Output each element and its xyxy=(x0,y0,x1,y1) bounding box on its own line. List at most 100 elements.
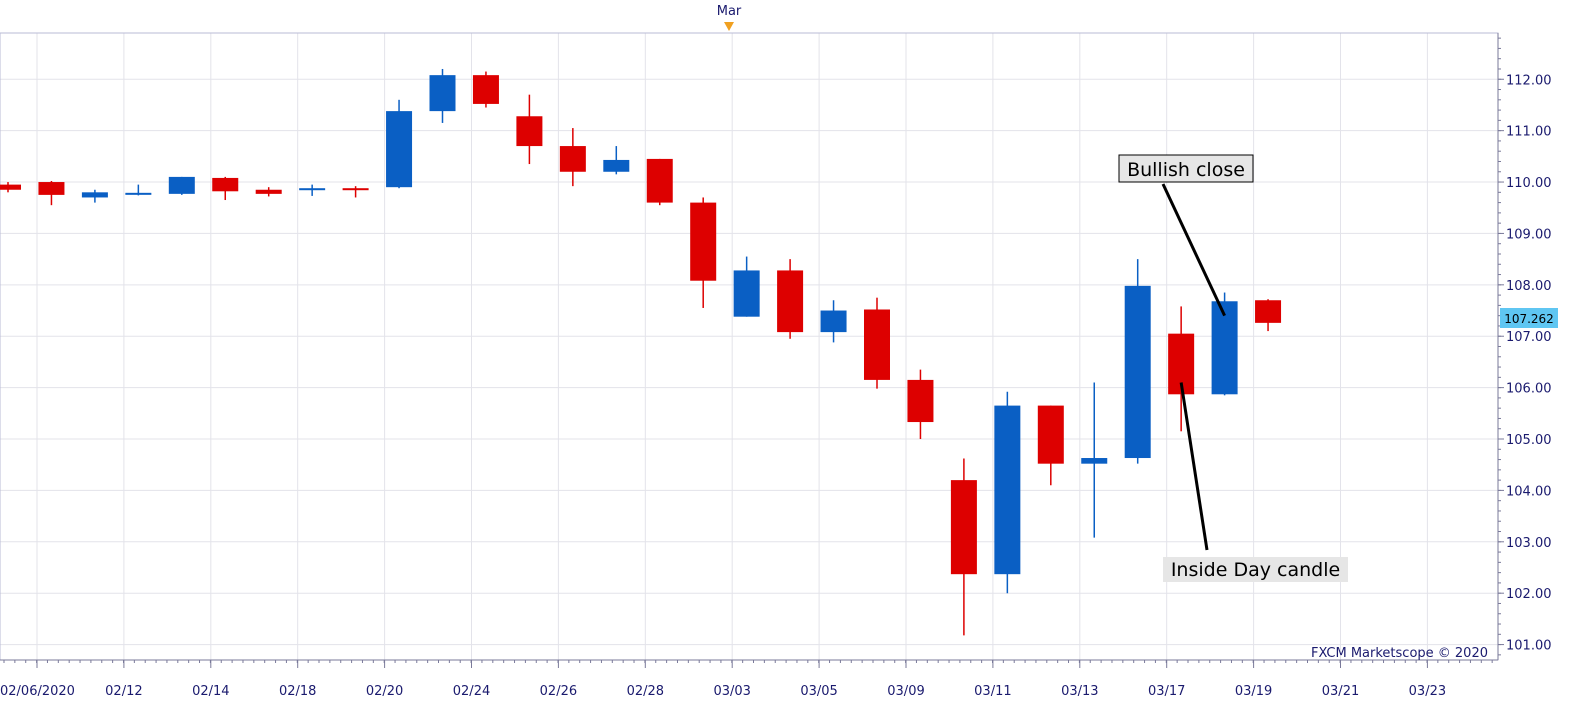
candle-02-13 xyxy=(212,176,239,201)
x-tick-label: 02/24 xyxy=(453,684,490,699)
candle-body xyxy=(1124,285,1151,459)
x-tick-label: 02/20 xyxy=(366,684,403,699)
candle-body xyxy=(125,192,152,195)
candle-03-10 xyxy=(994,391,1021,594)
candle-02-19 xyxy=(386,99,413,189)
candle-03-17 xyxy=(1211,292,1238,396)
x-tick-label: 03/21 xyxy=(1322,684,1359,699)
current-price-label: 107.262 xyxy=(1504,312,1554,326)
candle-02-11 xyxy=(125,184,152,196)
candle-03-16 xyxy=(1168,306,1195,432)
candle-03-02 xyxy=(733,256,760,317)
candle-body xyxy=(472,75,499,104)
x-tick-label: 02/18 xyxy=(279,684,316,699)
y-tick-label: 102.00 xyxy=(1506,587,1552,602)
candle-body xyxy=(212,177,239,192)
annotation-box xyxy=(1163,557,1348,582)
month-marker-label: Mar xyxy=(717,4,742,19)
x-tick-label: 03/19 xyxy=(1235,684,1272,699)
candle-02-26 xyxy=(603,146,630,175)
annotation-box xyxy=(1118,154,1254,183)
annotation-1: Inside Day candle xyxy=(1163,382,1348,582)
candle-03-12 xyxy=(1081,382,1108,538)
candle-02-07 xyxy=(38,181,65,206)
y-tick-label: 110.00 xyxy=(1506,176,1552,191)
annotation-pointer xyxy=(1161,183,1226,317)
y-tick-label: 101.00 xyxy=(1506,639,1552,654)
candle-body xyxy=(777,270,804,333)
candle-02-28 xyxy=(690,197,717,308)
annotation-pointer xyxy=(1179,382,1209,551)
annotation-label: Bullish close xyxy=(1127,159,1245,181)
candle-02-25 xyxy=(559,128,586,187)
candle-body xyxy=(603,159,630,172)
candle-body xyxy=(559,146,586,172)
candle-02-27 xyxy=(646,158,673,206)
candle-body xyxy=(950,480,977,575)
x-tick-label: 02/14 xyxy=(192,684,229,699)
candle-body xyxy=(1255,300,1282,323)
candle-body xyxy=(690,202,717,281)
candle-02-20 xyxy=(429,68,456,123)
candle-body xyxy=(342,188,369,191)
candle-02-14 xyxy=(255,187,282,197)
candle-body xyxy=(38,182,65,195)
candle-body xyxy=(1037,405,1064,464)
x-tick-label: 03/03 xyxy=(713,684,750,699)
candles xyxy=(0,68,1282,636)
candle-02-24 xyxy=(516,94,543,165)
candle-body xyxy=(994,405,1021,575)
candle-body xyxy=(81,192,108,198)
candle-body xyxy=(255,189,282,194)
y-tick-label: 107.00 xyxy=(1506,330,1552,345)
y-tick-label: 105.00 xyxy=(1506,433,1552,448)
candle-03-03 xyxy=(777,259,804,339)
candle-02-21 xyxy=(472,71,499,108)
candle-body xyxy=(646,158,673,203)
y-tick-label: 111.00 xyxy=(1506,125,1552,140)
x-tick-label: 03/05 xyxy=(800,684,837,699)
candle-03-09 xyxy=(950,458,977,636)
y-tick-label: 106.00 xyxy=(1506,382,1552,397)
candle-03-04 xyxy=(820,300,847,343)
candle-03-18 xyxy=(1255,299,1282,332)
candle-body xyxy=(907,379,934,423)
annotation-0: Bullish close xyxy=(1118,154,1254,317)
candle-body xyxy=(386,111,413,188)
x-axis: 02/06/2020 02/12 02/14 02/18 02/20 02/24 02/26… xyxy=(0,659,1498,699)
grid xyxy=(0,33,1498,660)
month-marker: Mar xyxy=(717,4,742,31)
candle-02-10 xyxy=(81,189,108,203)
y-tick-label: 108.00 xyxy=(1506,279,1552,294)
candle-body xyxy=(516,116,543,147)
y-tick-label: 109.00 xyxy=(1506,227,1552,242)
annotation-label: Inside Day candle xyxy=(1171,559,1340,581)
candle-body xyxy=(733,270,760,317)
x-tick-label: 03/17 xyxy=(1148,684,1185,699)
x-tick-label: 03/23 xyxy=(1409,684,1446,699)
month-marker-triangle-icon xyxy=(724,22,734,31)
candle-02-12 xyxy=(168,176,195,195)
candle-body xyxy=(0,184,21,190)
candle-body xyxy=(299,188,326,191)
current-price-tag-bg xyxy=(1500,308,1558,328)
x-tick-label: 02/06/2020 xyxy=(0,684,75,699)
y-tick-label: 112.00 xyxy=(1506,73,1552,88)
candle-body xyxy=(1081,458,1108,464)
candle-03-13 xyxy=(1124,259,1151,464)
current-price-tag: 107.262 xyxy=(1500,308,1558,328)
x-tick-label: 02/26 xyxy=(540,684,577,699)
watermark: FXCM Marketscope © 2020 xyxy=(1311,646,1488,661)
annotations: Bullish close Inside Day candle xyxy=(1118,154,1348,582)
candle-03-06 xyxy=(907,369,934,440)
y-tick-label: 103.00 xyxy=(1506,536,1552,551)
candle-body xyxy=(168,176,195,194)
x-tick-label: 02/28 xyxy=(627,684,664,699)
candle-body xyxy=(820,310,847,333)
candle-02-17 xyxy=(299,184,326,196)
candle-03-05 xyxy=(864,297,890,389)
candle-02-06 xyxy=(0,182,21,193)
y-tick-label: 104.00 xyxy=(1506,484,1552,499)
candle-body xyxy=(429,75,456,112)
